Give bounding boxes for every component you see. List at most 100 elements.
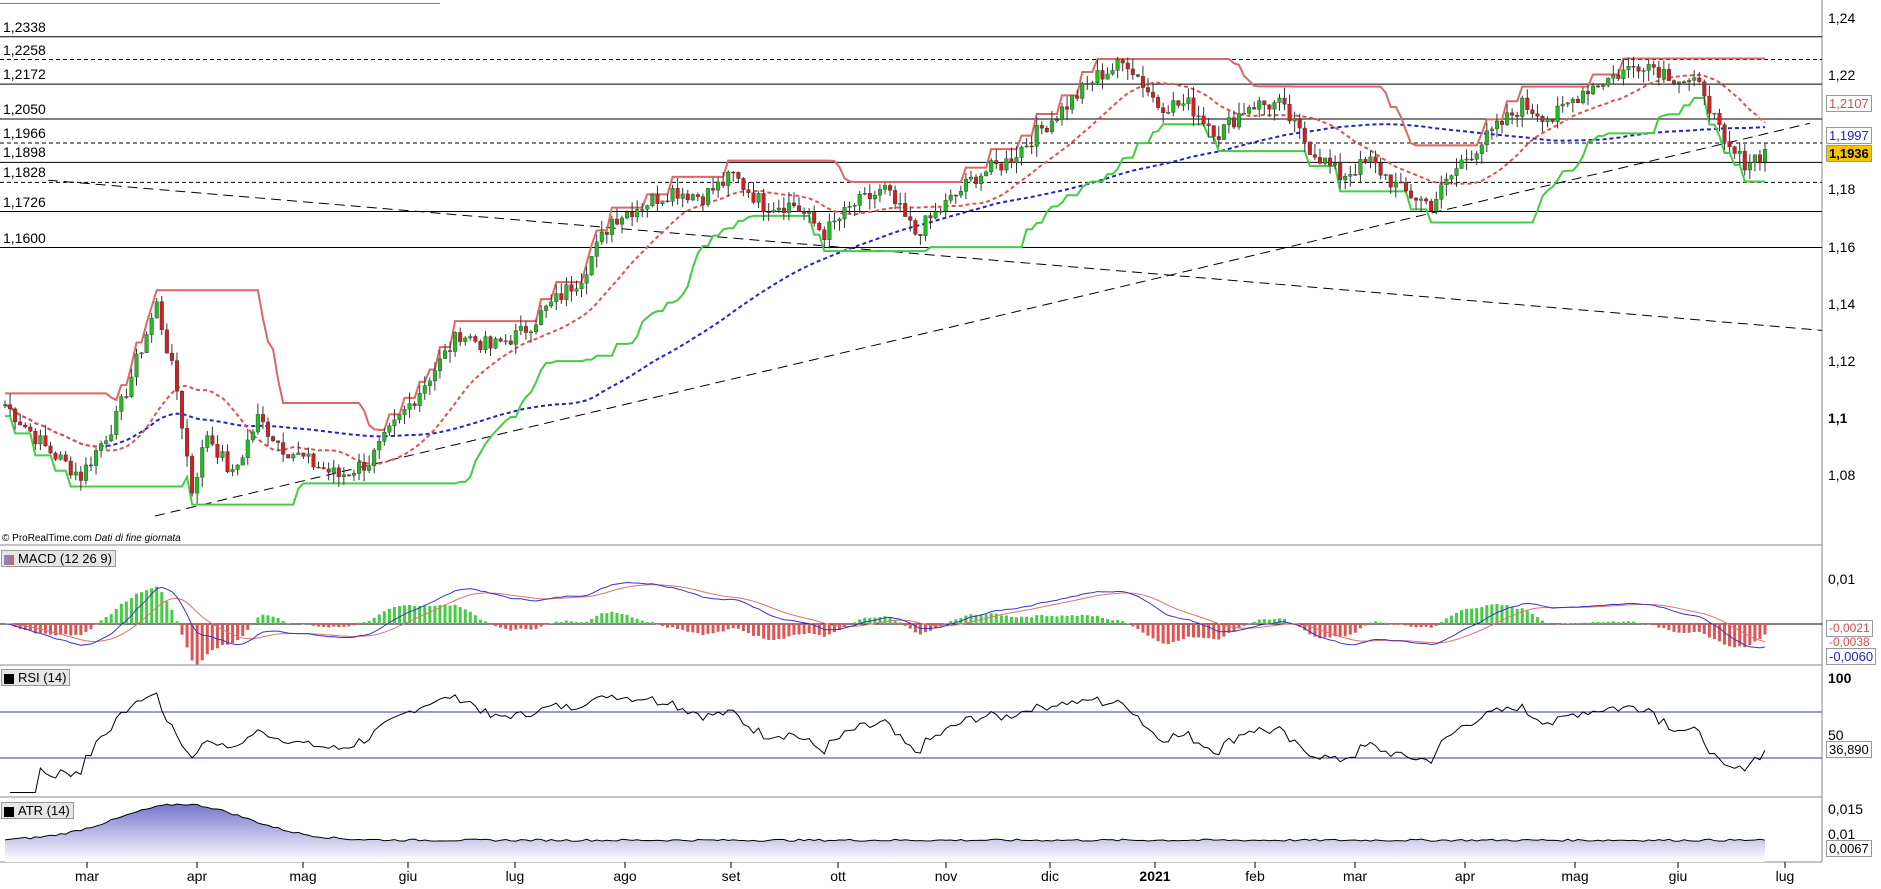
macd-histogram-bar — [1222, 624, 1226, 637]
candle-body — [134, 353, 139, 378]
candle-body — [139, 352, 144, 355]
candle-body — [1601, 85, 1606, 87]
macd-swatch-icon — [4, 554, 14, 565]
candle-body — [180, 391, 185, 429]
candle-body — [1201, 115, 1206, 124]
candle-body — [1560, 103, 1565, 107]
macd-histogram-bar — [276, 618, 280, 624]
macd-histogram-bar — [676, 624, 680, 630]
macd-histogram-bar — [1672, 624, 1676, 632]
candle-body — [119, 396, 124, 412]
macd-histogram-bar — [84, 624, 88, 632]
macd-histogram-bar — [94, 624, 98, 625]
macd-histogram-bar — [1728, 624, 1732, 647]
macd-histogram-bar — [757, 624, 761, 636]
macd-histogram-bar — [787, 624, 791, 637]
macd-histogram-bar — [1116, 620, 1120, 624]
candle-body — [1135, 74, 1140, 77]
macd-histogram-bar — [1753, 624, 1757, 642]
candle-body — [1692, 77, 1697, 81]
level-label: 1,2050 — [0, 100, 49, 117]
candle-body — [1317, 157, 1322, 164]
macd-histogram-bar — [797, 624, 801, 635]
macd-histogram-bar — [1323, 624, 1327, 638]
candle-body — [883, 185, 888, 190]
macd-histogram-bar — [1465, 608, 1469, 624]
candle-body — [1671, 80, 1676, 84]
candle-body — [169, 352, 174, 361]
macd-histogram-bar — [150, 588, 154, 624]
macd-histogram-bar — [33, 624, 37, 634]
macd-histogram-bar — [463, 609, 467, 624]
candle-body — [1585, 90, 1590, 95]
macd-histogram-bar — [165, 601, 169, 624]
candle-body — [392, 419, 397, 427]
candle-body — [144, 334, 149, 353]
candle-body — [928, 215, 933, 219]
candle-body — [1166, 112, 1171, 114]
macd-histogram-bar — [939, 624, 943, 627]
macd-histogram-bar — [908, 624, 912, 629]
macd-histogram-bar — [1424, 624, 1428, 627]
macd-histogram-bar — [1444, 618, 1448, 624]
macd-title[interactable]: MACD (12 26 9) — [1, 550, 116, 567]
macd-histogram-bar — [1267, 619, 1271, 624]
candle-body — [1641, 70, 1646, 72]
candle-body — [913, 220, 918, 235]
price-y-tick: 1,14 — [1828, 295, 1856, 312]
candle-body — [245, 439, 250, 458]
macd-histogram-bar — [640, 620, 644, 624]
candle-body — [1550, 118, 1555, 122]
macd-histogram-bar — [231, 624, 235, 644]
macd-histogram-bar — [1313, 624, 1317, 637]
rsi-title[interactable]: RSI (14) — [1, 669, 71, 686]
macd-histogram-bar — [549, 623, 553, 624]
candle-body — [1737, 150, 1742, 154]
candle-body — [1206, 123, 1211, 126]
x-tick-label: ott — [830, 868, 846, 884]
candle-body — [1636, 66, 1641, 72]
candle-body — [1272, 102, 1277, 110]
candle-body — [958, 191, 963, 196]
candle-body — [827, 221, 832, 240]
candle-body — [478, 341, 483, 350]
macd-histogram-bar — [433, 605, 437, 624]
candle-body — [351, 473, 356, 476]
candle-body — [53, 452, 58, 460]
candle-body — [483, 336, 488, 350]
macd-histogram-bar — [630, 617, 634, 624]
candle-body — [989, 160, 994, 173]
macd-histogram-bar — [397, 605, 401, 624]
macd-histogram-bar — [337, 624, 341, 628]
macd-histogram-bar — [615, 613, 619, 624]
macd-histogram-bar — [180, 624, 184, 635]
macd-histogram-bar — [1429, 624, 1433, 628]
price-y-tick: 1,22 — [1828, 67, 1856, 84]
price-y-tick: 1,1 — [1828, 409, 1848, 426]
candle-body — [210, 435, 215, 445]
macd-histogram-bar — [1449, 615, 1453, 624]
candle-body — [1540, 116, 1545, 123]
candle-body — [908, 216, 913, 221]
candle-body — [832, 220, 837, 223]
candle-body — [382, 432, 387, 442]
macd-histogram-bar — [1505, 605, 1509, 624]
macd-histogram-bar — [1262, 619, 1266, 624]
candle-body — [812, 211, 817, 224]
macd-histogram-bar — [1632, 621, 1636, 624]
macd-histogram-bar — [539, 624, 543, 627]
macd-histogram-bar — [1060, 615, 1064, 624]
candle-body — [705, 188, 710, 205]
atr-title[interactable]: ATR (14) — [1, 802, 74, 819]
candle-body — [276, 440, 281, 443]
candle-body — [650, 194, 655, 206]
candle-body — [1338, 163, 1343, 181]
macd-histogram-bar — [1394, 624, 1398, 625]
macd-histogram-bar — [984, 614, 988, 624]
macd-histogram-bar — [59, 624, 63, 635]
candle-body — [604, 231, 609, 235]
macd-histogram-bar — [1677, 624, 1681, 633]
candle-body — [63, 454, 68, 462]
atr-area — [5, 803, 1765, 862]
macd-histogram-bar — [1485, 605, 1489, 624]
